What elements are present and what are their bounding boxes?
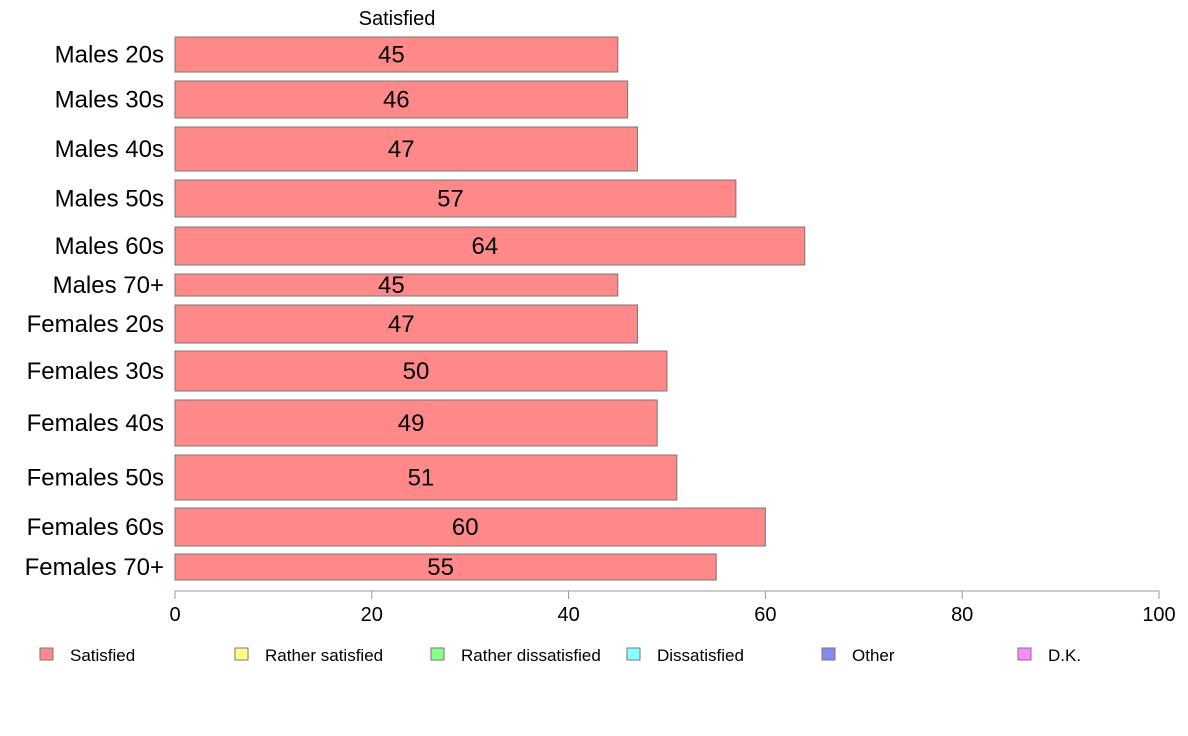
category-label: Males 50s [55,186,164,213]
bar [174,80,629,119]
x-tick-label: 100 [1142,604,1175,626]
bar [174,273,619,297]
legend-swatch [39,647,54,661]
x-tick-label: 40 [557,604,579,626]
data-label: 50 [403,358,430,385]
category-label: Females 70+ [25,554,164,581]
category-label: Females 40s [27,410,164,437]
x-tick-label: 80 [951,604,973,626]
bar [174,179,737,218]
data-label: 51 [408,465,435,492]
category-label: Males 40s [55,136,164,163]
x-axis: 0 20 40 60 80 100 [169,590,1176,626]
bars-group: Males 20s 45 Males 30s 46 Males 40s 47 Males 5… [25,36,806,581]
legend-swatch [430,647,445,661]
x-tick-label: 60 [754,604,776,626]
legend: Satisfied Rather satisfied Rather dissatis… [39,646,1081,665]
legend-label: D.K. [1048,646,1081,665]
data-label: 49 [398,410,425,437]
legend-label: Dissatisfied [657,646,744,665]
data-label: 46 [383,87,410,114]
legend-label: Rather satisfied [265,646,383,665]
legend-swatch [626,647,641,661]
legend-swatch [234,647,249,661]
data-label: 45 [378,272,405,299]
data-label: 57 [437,186,464,213]
category-label: Males 70+ [53,272,164,299]
category-label: Females 60s [27,514,164,541]
bar [174,36,619,73]
data-label: 47 [388,136,415,163]
category-label: Females 30s [27,358,164,385]
data-label: 64 [472,233,499,260]
x-tick-label: 0 [169,604,180,626]
category-label: Females 50s [27,465,164,492]
data-label: 60 [452,514,479,541]
x-tick-label: 20 [361,604,383,626]
legend-label: Rather dissatisfied [461,646,601,665]
category-label: Males 20s [55,42,164,69]
data-label: 55 [427,554,454,581]
bar [174,304,638,344]
bar [174,553,717,581]
legend-swatch [1017,647,1032,661]
bar [174,126,638,172]
data-label: 45 [378,42,405,69]
bar [174,454,678,501]
legend-label: Other [852,646,895,665]
bar [174,226,806,266]
bar [174,350,668,392]
series-header: Satisfied [359,8,436,30]
data-label: 47 [388,311,415,338]
legend-swatch [821,647,836,661]
category-label: Males 60s [55,233,164,260]
bar [174,507,766,547]
legend-label: Satisfied [70,646,135,665]
category-label: Females 20s [27,311,164,338]
bar [174,399,658,447]
category-label: Males 30s [55,87,164,114]
